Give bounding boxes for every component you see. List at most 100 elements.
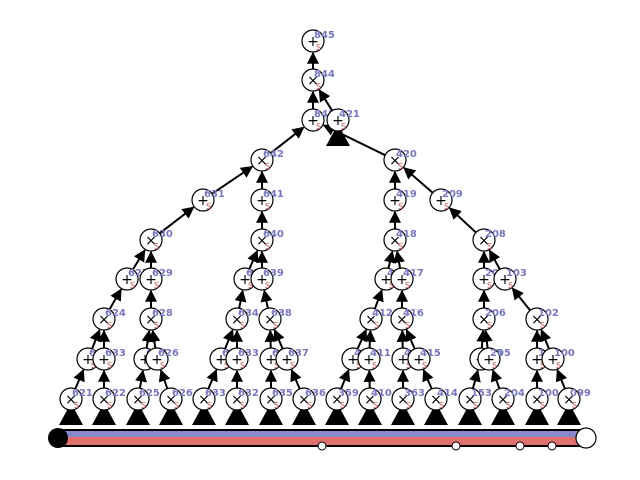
node-419: +S 419 bbox=[383, 188, 417, 212]
node-844: ×S 844 bbox=[301, 68, 335, 92]
node-circle bbox=[357, 347, 381, 371]
node-operator: × bbox=[365, 312, 377, 328]
node-625: +S 625 bbox=[115, 267, 149, 291]
node-102: ×S 102 bbox=[525, 307, 559, 331]
node-label: 638 bbox=[271, 308, 292, 319]
edge-636-to-638 bbox=[273, 328, 285, 350]
node-operator: + bbox=[256, 193, 268, 209]
edge-642-to-843 bbox=[270, 126, 305, 154]
node-operator: + bbox=[332, 113, 344, 129]
node-subscript: S bbox=[487, 242, 492, 251]
node-subscript: S bbox=[130, 281, 135, 290]
node-circle bbox=[557, 387, 581, 411]
node-circle bbox=[92, 387, 116, 411]
edge-414-to-416 bbox=[405, 328, 417, 350]
node-circle bbox=[139, 267, 163, 291]
node-operator: + bbox=[547, 352, 559, 368]
node-subscript: S bbox=[374, 321, 379, 330]
node-subscript: S bbox=[406, 361, 411, 370]
node-circle bbox=[472, 228, 496, 252]
node-operator: × bbox=[265, 392, 277, 408]
node-843: +S 843 bbox=[301, 108, 335, 132]
node-subscript: S bbox=[556, 361, 561, 370]
node-label: 628 bbox=[152, 308, 173, 319]
node-label: 626 bbox=[158, 348, 179, 359]
node-operator: × bbox=[165, 392, 177, 408]
leaf-triangles bbox=[59, 124, 581, 425]
node-operator: + bbox=[531, 352, 543, 368]
node-operator: + bbox=[380, 272, 392, 288]
node-631: +S 631 bbox=[191, 188, 225, 212]
edge-202-to-204 bbox=[490, 369, 503, 389]
node-406: ×S 414 bbox=[424, 387, 458, 411]
node-629: +S 629 bbox=[139, 267, 173, 291]
node-circle bbox=[301, 68, 325, 92]
node-subscript: S bbox=[274, 361, 279, 370]
node-circle bbox=[250, 148, 274, 172]
node-subscript: S bbox=[492, 361, 497, 370]
node-circle bbox=[258, 307, 282, 331]
node-circle bbox=[390, 307, 414, 331]
node-operator: × bbox=[198, 392, 210, 408]
node-subscript: S bbox=[473, 401, 478, 410]
edge-410-to-412 bbox=[363, 329, 376, 349]
leaf-input-620 bbox=[92, 403, 116, 425]
node-circle bbox=[115, 267, 139, 291]
node-subscript: S bbox=[224, 361, 229, 370]
node-circle bbox=[383, 148, 407, 172]
node-circle bbox=[429, 188, 453, 212]
node-operator: + bbox=[151, 352, 163, 368]
node-circle bbox=[159, 387, 183, 411]
node-circle bbox=[525, 307, 549, 331]
node-subscript: S bbox=[248, 281, 253, 290]
node-operator: × bbox=[430, 392, 442, 408]
node-subscript: S bbox=[439, 401, 444, 410]
node-subscript: S bbox=[340, 401, 345, 410]
leaf-input-614 bbox=[292, 403, 316, 425]
node-circle bbox=[191, 188, 215, 212]
node-subscript: S bbox=[508, 281, 513, 290]
node-label: 100 bbox=[554, 348, 575, 359]
node-circle bbox=[139, 228, 163, 252]
node-639: +S 639 bbox=[250, 267, 284, 291]
node-operator: × bbox=[145, 312, 157, 328]
edge-623-to-624 bbox=[89, 329, 102, 350]
node-626: +S 626 bbox=[145, 347, 179, 371]
node-operator: × bbox=[397, 392, 409, 408]
node-operator: + bbox=[483, 352, 495, 368]
node-409: ×S 359 bbox=[325, 387, 359, 411]
node-630: ×S 630 bbox=[139, 228, 173, 252]
node-circle bbox=[139, 307, 163, 331]
leaf-input-407 bbox=[391, 403, 415, 425]
node-632: +S 633 bbox=[225, 347, 259, 371]
node-subscript: S bbox=[316, 82, 321, 91]
node-subscript: S bbox=[91, 361, 96, 370]
node-operator: + bbox=[363, 352, 375, 368]
tree-edges bbox=[73, 51, 568, 390]
node-operator: × bbox=[256, 233, 268, 249]
node-circle bbox=[491, 387, 515, 411]
node-640: ×S 640 bbox=[250, 228, 284, 252]
node-subscript: S bbox=[540, 321, 545, 330]
node-operator: + bbox=[435, 193, 447, 209]
node-operator: + bbox=[307, 113, 319, 129]
node-845: +S 845 bbox=[301, 29, 335, 53]
node-103: +S 103 bbox=[493, 267, 527, 291]
node-subscript: S bbox=[265, 242, 270, 251]
node-subscript: S bbox=[154, 281, 159, 290]
node-label: 420 bbox=[396, 149, 417, 160]
leaf-input-098 bbox=[557, 403, 581, 425]
node-operator: × bbox=[307, 73, 319, 89]
node-operator: + bbox=[281, 352, 293, 368]
edge-409-to-411 bbox=[338, 369, 351, 390]
node-label: 631 bbox=[204, 189, 225, 200]
node-label: 640 bbox=[263, 229, 284, 240]
node-614: ×S 636 bbox=[292, 387, 326, 411]
node-641: +S 641 bbox=[250, 188, 284, 212]
node-label: 624 bbox=[105, 308, 126, 319]
node-label: 635 bbox=[272, 388, 293, 399]
node-subscript: S bbox=[265, 202, 270, 211]
node-616: ×S 632 bbox=[225, 387, 259, 411]
node-circle bbox=[225, 347, 249, 371]
node-subscript: S bbox=[444, 202, 449, 211]
